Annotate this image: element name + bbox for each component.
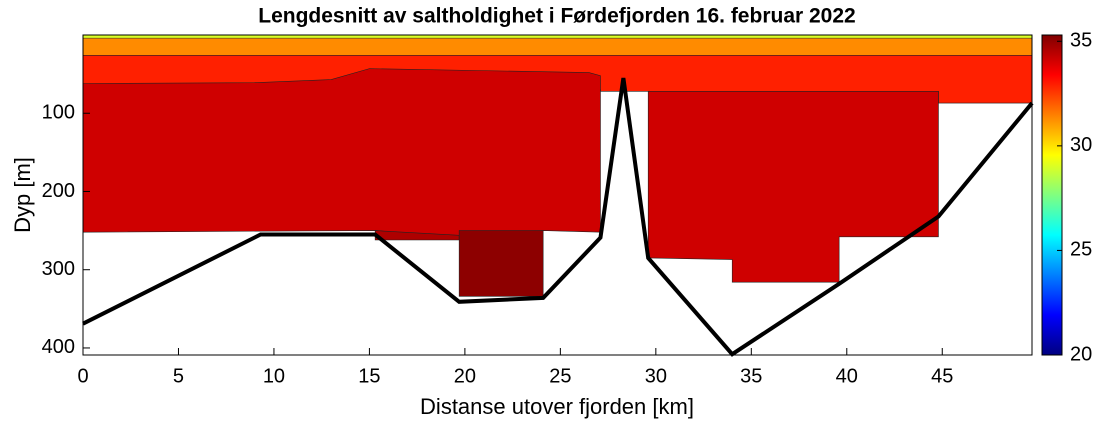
contour-region — [83, 35, 1032, 57]
x-tick-label: 5 — [173, 365, 184, 387]
y-axis-label: Dyp [m] — [10, 157, 35, 233]
x-tick-label: 35 — [740, 365, 762, 387]
contour-region — [83, 68, 601, 238]
axes: 0 5 10 15 20 25 30 35 40 45 100 200 300 400 — [42, 34, 1033, 387]
x-tick-label: 25 — [549, 365, 571, 387]
contour-region — [458, 230, 544, 297]
colorbar-tick-label: 20 — [1070, 343, 1092, 365]
x-tick-label: 20 — [454, 365, 476, 387]
x-tick-label: 30 — [645, 365, 667, 387]
bathymetry-line — [82, 77, 1034, 357]
x-axis-label: Distanse utover fjorden [km] — [420, 394, 694, 419]
colorbar-tick-label: 30 — [1070, 134, 1092, 156]
colorbar-tick-label: 25 — [1070, 239, 1092, 261]
y-tick-label: 400 — [42, 336, 75, 358]
x-tick-label: 40 — [836, 365, 858, 387]
contour-region — [83, 35, 1032, 39]
x-tick-label: 45 — [931, 365, 953, 387]
colorbar — [1041, 34, 1063, 356]
axes-frame — [82, 34, 1033, 356]
y-tick-label: 300 — [42, 258, 75, 280]
x-tick-label: 0 — [77, 365, 88, 387]
y-tick-label: 200 — [42, 180, 75, 202]
colorbar-tick-label: 35 — [1070, 30, 1092, 52]
chart-title: Lengdesnitt av saltholdighet i Førdefjor… — [258, 5, 855, 28]
x-tick-label: 15 — [358, 365, 380, 387]
x-tick-label: 10 — [263, 365, 285, 387]
y-tick-label: 100 — [42, 102, 75, 124]
plot-area — [83, 35, 1032, 297]
